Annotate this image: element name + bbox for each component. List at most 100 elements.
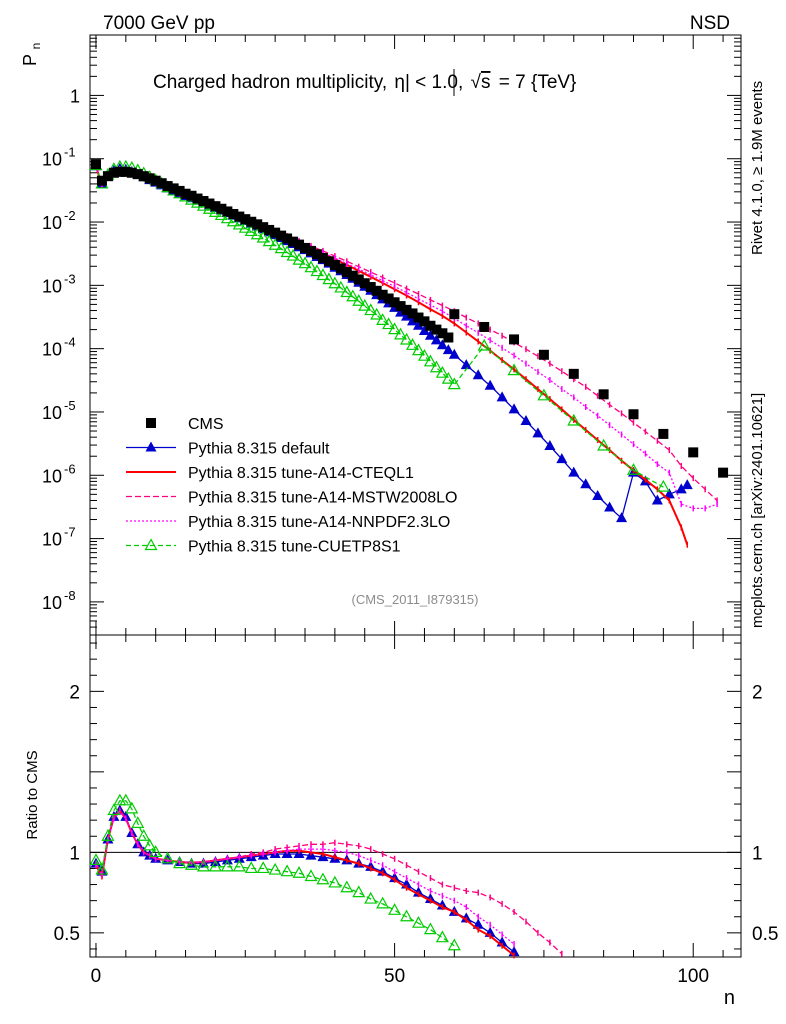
main-point-cms: [353, 274, 364, 285]
main-point-cms: [288, 236, 299, 247]
main-point-cms: [305, 245, 316, 256]
main-point-pythia-8-315-tune-cuetp8s1: [340, 285, 354, 298]
main-point-pythia-8-315-default: [424, 329, 436, 340]
ratio-point-pythia-8-315-tune-cuetp8s1: [292, 866, 306, 878]
main-point-pythia-8-315-tune-cuetp8s1: [304, 260, 318, 273]
main-point-pythia-8-315-tune-cuetp8s1: [435, 365, 449, 378]
main-y-tick-label: 10: [42, 340, 62, 360]
main-point-pythia-8-315-default: [412, 319, 424, 330]
ratio-point-pythia-8-315-tune-cuetp8s1: [340, 880, 354, 893]
main-point-pythia-8-315-tune-cuetp8s1: [274, 241, 288, 254]
main-point-cms: [407, 308, 418, 319]
main-point-cms: [365, 282, 376, 293]
ratio-series-layer: [89, 793, 563, 959]
ratio-line-pythia-8-315-tune-a14-nnpdf2-3lo: [95, 811, 515, 945]
ratio-point-pythia-8-315-tune-cuetp8s1: [119, 793, 133, 806]
main-series-layer: [89, 158, 729, 548]
main-point-cms: [718, 467, 729, 478]
main-point-cms: [389, 297, 400, 308]
legend-marker-pythia-8-315-default: [145, 441, 157, 452]
main-point-cms: [210, 201, 221, 212]
main-point-cms: [174, 185, 185, 196]
main-point-cms: [180, 188, 191, 199]
main-point-pythia-8-315-default: [556, 453, 568, 464]
main-point-pythia-8-315-tune-cuetp8s1: [477, 338, 491, 351]
ratio-point-pythia-8-315-tune-cuetp8s1: [388, 903, 402, 915]
main-y-tick-label: 10: [42, 276, 62, 296]
ratio-point-pythia-8-315-tune-cuetp8s1: [161, 851, 175, 864]
main-point-pythia-8-315-tune-cuetp8s1: [429, 360, 443, 373]
main-y-tick-label: 10: [42, 403, 62, 423]
main-point-cms: [102, 171, 113, 182]
ratio-point-pythia-8-315-tune-cuetp8s1: [435, 930, 449, 943]
main-point-pythia-8-315-default: [472, 369, 484, 380]
ratio-point-pythia-8-315-tune-cuetp8s1: [244, 861, 258, 874]
main-point-pythia-8-315-tune-cuetp8s1: [286, 248, 300, 261]
main-point-pythia-8-315-tune-cuetp8s1: [441, 371, 455, 384]
ratio-point-pythia-8-315-tune-cuetp8s1: [256, 861, 270, 874]
ratio-point-pythia-8-315-tune-cuetp8s1: [149, 845, 163, 857]
ratio-point-pythia-8-315-tune-cuetp8s1: [95, 862, 109, 875]
main-point-pythia-8-315-tune-cuetp8s1: [370, 307, 384, 320]
main-point-cms: [437, 328, 448, 339]
main-point-cms: [300, 242, 311, 253]
chart-title: Charged hadron multiplicity, η| < 1.0, √…: [153, 72, 576, 93]
main-point-pythia-8-315-tune-cuetp8s1: [597, 438, 611, 451]
main-ylabel: P: [20, 54, 40, 66]
main-point-pythia-8-315-default: [580, 478, 592, 489]
ratio-point-pythia-8-315-tune-cuetp8s1: [232, 859, 246, 872]
main-point-pythia-8-315-tune-cuetp8s1: [411, 343, 426, 356]
main-plot-panel: 110-110-210-310-410-510-610-710-8 P n Ch…: [20, 34, 742, 636]
main-point-pythia-8-315-default: [436, 339, 448, 350]
ratio-y-tick-label-right: 2: [752, 682, 763, 703]
main-point-cms: [204, 198, 215, 209]
ratio-point-pythia-8-315-tune-cuetp8s1: [352, 885, 366, 898]
legend-label-cms: CMS: [188, 416, 224, 433]
main-point-cms: [628, 409, 639, 420]
main-point-pythia-8-315-tune-cuetp8s1: [292, 252, 306, 265]
ratio-point-pythia-8-315-tune-cuetp8s1: [107, 803, 121, 816]
main-point-cms: [509, 334, 520, 345]
main-point-pythia-8-315-default: [592, 490, 604, 501]
main-point-pythia-8-315-tune-cuetp8s1: [328, 276, 342, 289]
main-point-cms: [383, 293, 394, 304]
main-point-pythia-8-315-default: [568, 466, 580, 477]
main-point-pythia-8-315-default: [616, 512, 628, 523]
main-point-pythia-8-315-default: [430, 334, 442, 345]
main-point-cms: [443, 332, 454, 343]
main-point-pythia-8-315-default: [460, 359, 472, 370]
main-point-cms: [198, 195, 209, 206]
ratio-point-pythia-8-315-tune-cuetp8s1: [411, 915, 426, 928]
ratio-point-pythia-8-315-tune-cuetp8s1: [328, 875, 342, 888]
main-point-pythia-8-315-tune-cuetp8s1: [352, 294, 366, 306]
main-point-cms: [144, 173, 155, 184]
main-y-tick-label: 10: [42, 466, 62, 486]
x-axis-label: n: [724, 987, 735, 1009]
main-point-cms: [96, 175, 107, 186]
main-point-pythia-8-315-tune-cuetp8s1: [316, 268, 330, 281]
main-point-pythia-8-315-default: [675, 483, 687, 494]
ratio-point-pythia-8-315-tune-cuetp8s1: [304, 869, 318, 882]
main-y-tick-exponent: -3: [64, 271, 76, 286]
analysis-id: (CMS_2011_I879315): [352, 592, 479, 607]
main-y-tick-exponent: -7: [64, 525, 76, 540]
ratio-point-pythia-8-315-tune-cuetp8s1: [423, 922, 437, 935]
ratio-x-axis: 0 50 100: [91, 635, 724, 987]
main-line-pythia-8-315-tune-cuetp8s1: [95, 165, 664, 488]
ratio-plot-panel: 0.5 0.5 1 1 2 2 0 50 100 Ratio to CMS n: [24, 634, 778, 1009]
main-point-cms: [538, 349, 549, 360]
ratio-y-tick-label-right: 1: [752, 843, 763, 864]
ratio-point-pythia-8-315-tune-cuetp8s1: [131, 816, 145, 828]
main-point-pythia-8-315-tune-cuetp8s1: [447, 377, 461, 390]
main-point-pythia-8-315-default: [407, 315, 419, 326]
main-point-pythia-8-315-tune-cuetp8s1: [626, 463, 641, 475]
main-point-cms: [479, 321, 490, 332]
main-ylabel-sub: n: [29, 43, 43, 50]
main-point-pythia-8-315-tune-cuetp8s1: [250, 227, 264, 240]
ratio-point-pythia-8-315-tune-cuetp8s1: [143, 838, 157, 851]
main-point-pythia-8-315-default: [651, 494, 663, 505]
ratio-point-pythia-8-315-tune-cuetp8s1: [196, 859, 210, 872]
main-point-cms: [132, 169, 143, 180]
main-point-pythia-8-315-tune-cuetp8s1: [268, 237, 282, 250]
main-point-cms: [264, 224, 275, 235]
